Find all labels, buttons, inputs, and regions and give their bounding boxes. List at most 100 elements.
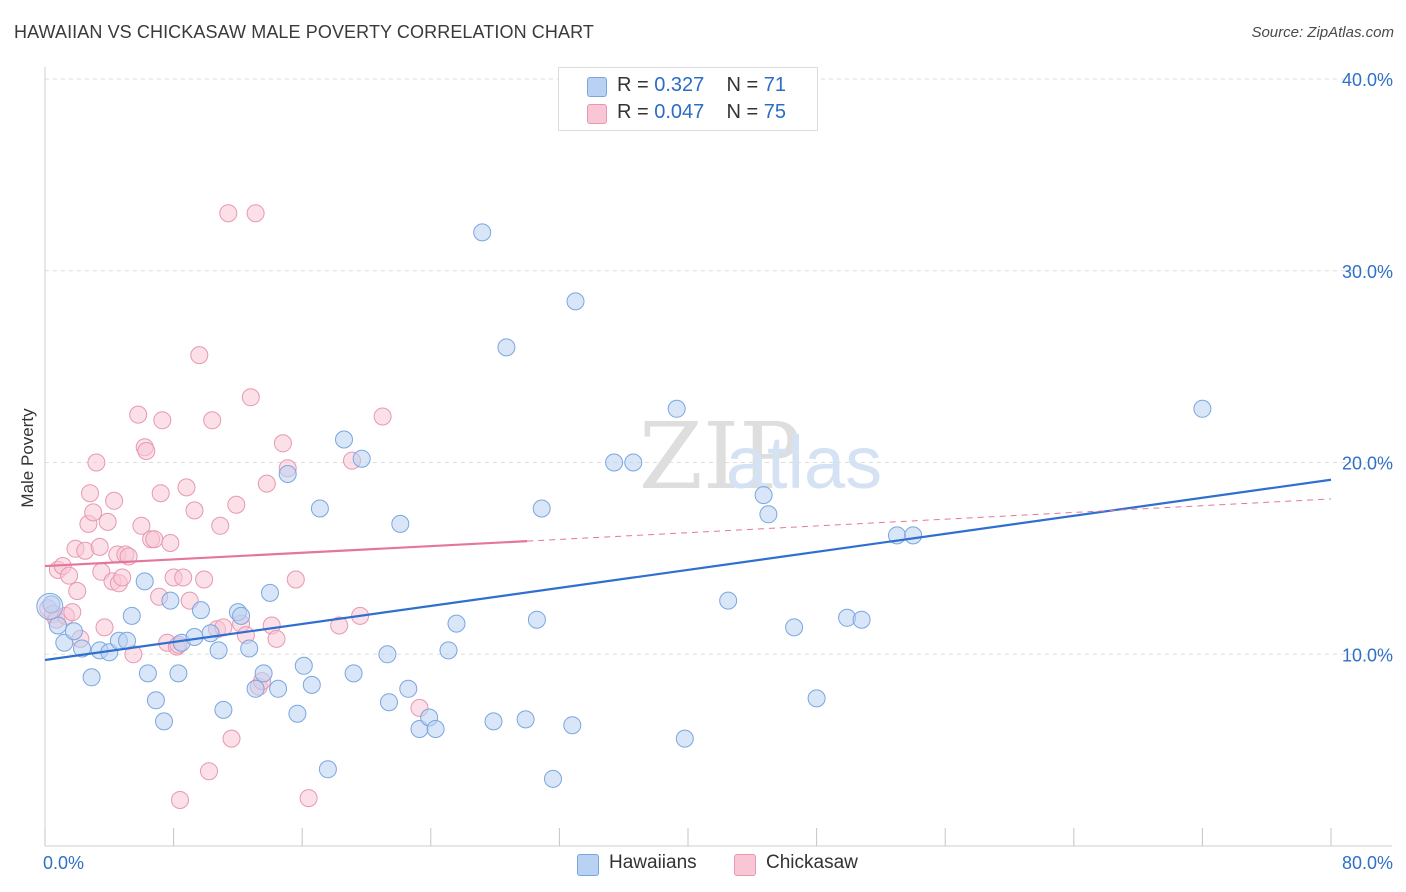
data-point — [544, 769, 562, 788]
source-label: Source: ZipAtlas.com — [1251, 24, 1394, 41]
data-point — [532, 499, 551, 518]
data-point — [146, 691, 165, 710]
data-point — [380, 693, 398, 712]
data-point — [278, 465, 297, 483]
legend-r-label: R = — [617, 74, 649, 96]
data-point — [1193, 399, 1212, 418]
data-point — [330, 616, 349, 635]
data-point — [132, 516, 151, 535]
data-point — [310, 499, 329, 518]
trend-line — [44, 478, 1332, 662]
bottom-legend-hawaiians: Hawaiians — [577, 852, 717, 876]
data-point — [675, 729, 694, 748]
data-point — [169, 664, 188, 683]
y-axis-label: Male Poverty — [18, 408, 37, 508]
legend-stats-chickasaw: R = 0.047 N = 75 — [617, 101, 786, 124]
data-point — [211, 516, 230, 535]
data-point — [288, 704, 307, 723]
data-point — [60, 566, 79, 585]
data-point — [200, 762, 218, 781]
data-point — [105, 491, 124, 510]
data-point — [294, 656, 313, 675]
data-point — [219, 204, 238, 223]
data-point — [302, 675, 321, 694]
data-point — [378, 645, 397, 664]
data-point — [191, 601, 210, 620]
x-tick-label: 0.0% — [43, 853, 84, 873]
data-point — [527, 610, 546, 629]
legend-n-value: 75 — [763, 101, 787, 123]
legend-n-label: N = — [726, 101, 759, 123]
data-point — [153, 411, 172, 430]
data-point — [195, 570, 214, 589]
data-point — [155, 712, 173, 731]
data-point — [227, 495, 246, 514]
legend-r-value: 0.327 — [654, 74, 705, 96]
data-point — [82, 668, 101, 687]
data-point — [273, 434, 292, 453]
watermark-atlas: atlas — [726, 421, 882, 504]
data-point — [241, 388, 260, 407]
data-point — [257, 474, 276, 493]
y-tick-label: 30.0% — [1342, 262, 1393, 282]
data-point — [426, 720, 445, 738]
data-point — [113, 568, 132, 587]
data-point — [122, 606, 141, 625]
data-point — [185, 628, 204, 646]
data-point — [318, 760, 337, 779]
data-point — [344, 664, 363, 683]
y-tick-label: 40.0% — [1342, 70, 1393, 90]
data-point — [185, 501, 204, 520]
data-point — [63, 603, 82, 622]
data-point — [203, 411, 222, 430]
data-point — [240, 639, 259, 658]
data-point — [754, 486, 773, 505]
data-point — [667, 399, 686, 418]
legend-label-chickasaw: Chickasaw — [766, 852, 858, 873]
data-point — [73, 639, 91, 658]
data-point — [161, 591, 180, 610]
legend-swatch-pink — [587, 104, 607, 124]
data-point — [267, 629, 286, 648]
data-point — [391, 514, 410, 533]
legend-stats-hawaiians: R = 0.327 N = 71 — [617, 74, 786, 97]
data-point — [135, 572, 154, 591]
data-point — [151, 484, 170, 503]
legend-swatch-blue — [577, 854, 599, 876]
data-point — [174, 568, 193, 587]
data-point — [563, 716, 582, 735]
data-point — [137, 442, 156, 460]
data-point — [55, 633, 74, 652]
data-point — [84, 503, 103, 522]
data-point — [222, 729, 241, 748]
data-point — [299, 789, 318, 808]
trend-line-extension — [527, 498, 1332, 542]
legend-label-hawaiians: Hawaiians — [609, 852, 697, 873]
legend-n-label: N = — [726, 74, 759, 96]
data-point — [209, 641, 228, 660]
data-point — [497, 338, 516, 357]
data-point — [807, 689, 826, 708]
data-point — [246, 204, 265, 223]
data-point — [190, 346, 209, 365]
data-point — [447, 614, 466, 633]
data-point — [484, 712, 503, 731]
data-point — [852, 610, 871, 629]
data-point — [145, 530, 164, 549]
data-point — [373, 407, 392, 426]
y-tick-label: 20.0% — [1342, 454, 1393, 474]
data-point — [177, 478, 196, 497]
data-point — [473, 223, 492, 242]
data-point — [254, 664, 273, 683]
data-point — [261, 583, 279, 602]
data-point — [171, 791, 189, 809]
data-point — [286, 570, 305, 589]
data-point — [87, 453, 106, 472]
data-point — [95, 618, 114, 637]
bottom-legend-chickasaw: Chickasaw — [734, 852, 884, 876]
data-point — [785, 618, 804, 637]
data-point — [98, 512, 117, 531]
data-point — [605, 453, 624, 472]
data-point — [161, 534, 180, 552]
